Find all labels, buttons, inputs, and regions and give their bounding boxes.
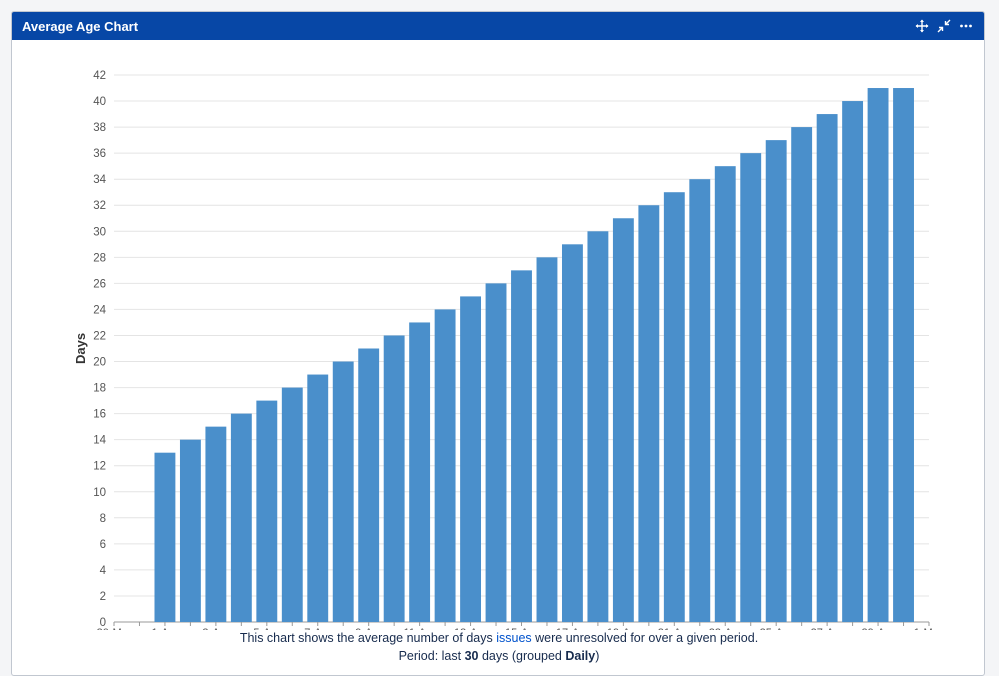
y-tick-label: 36 <box>93 148 106 160</box>
chart-period: Period: last 30 days (grouped Daily) <box>12 649 984 663</box>
x-tick-label: 9-Apr <box>355 627 382 630</box>
period-grouping: Daily <box>565 649 596 663</box>
y-tick-label: 38 <box>93 122 106 134</box>
x-tick-label: 1-May <box>914 627 945 630</box>
period-label: Period: last <box>398 649 465 663</box>
bar <box>307 374 329 622</box>
bar <box>689 179 711 622</box>
y-tick-label: 4 <box>100 565 107 577</box>
bar <box>230 413 252 622</box>
minimize-icon[interactable] <box>936 18 952 34</box>
x-tick-label: 5-Apr <box>253 627 280 630</box>
bar <box>765 140 787 622</box>
y-tick-label: 2 <box>100 591 106 603</box>
period-days: 30 <box>464 649 479 663</box>
y-tick-label: 42 <box>93 70 106 82</box>
y-axis-title: Days <box>73 333 88 364</box>
bar <box>256 400 278 622</box>
bar <box>587 231 609 623</box>
y-tick-label: 12 <box>93 461 106 473</box>
y-tick-label: 32 <box>93 200 106 212</box>
bar <box>638 205 660 622</box>
y-tick-label: 10 <box>93 487 106 499</box>
period-text: ) <box>595 649 600 663</box>
bar <box>740 153 762 622</box>
x-tick-label: 21-Apr <box>658 627 691 630</box>
bar <box>460 296 482 622</box>
chart-description: This chart shows the average number of d… <box>12 631 984 645</box>
average-age-gadget: Average Age Chart <box>11 11 985 676</box>
y-tick-label: 22 <box>93 330 106 342</box>
bar <box>842 101 864 623</box>
y-tick-label: 8 <box>100 513 106 525</box>
gadget-title-bar: Average Age Chart <box>12 12 984 40</box>
bar <box>154 452 176 622</box>
move-icon[interactable] <box>914 18 930 34</box>
bar <box>663 192 685 622</box>
y-tick-label: 18 <box>93 383 106 395</box>
x-tick-label: 17-Apr <box>556 627 589 630</box>
bar <box>561 244 583 623</box>
x-tick-label: 11-Apr <box>404 627 437 630</box>
average-age-bar-chart: 024681012141618202224262830323436384042D… <box>73 70 945 639</box>
bar <box>179 439 201 622</box>
x-tick-label: 7-Apr <box>304 627 331 630</box>
x-tick-label: 30-Mar <box>97 627 132 630</box>
period-text: days (grouped <box>478 649 566 663</box>
more-options-icon[interactable] <box>958 18 974 34</box>
x-tick-label: 23-Apr <box>709 627 742 630</box>
gadget-title: Average Age Chart <box>22 18 139 34</box>
bar <box>383 335 405 622</box>
x-tick-label: 1-Apr <box>151 627 178 630</box>
bar <box>816 114 838 623</box>
y-tick-label: 30 <box>93 226 106 238</box>
gadget-actions <box>914 18 974 34</box>
bar <box>536 257 558 622</box>
y-tick-label: 28 <box>93 252 106 264</box>
y-tick-label: 24 <box>93 304 106 316</box>
x-tick-label: 27-Apr <box>811 627 844 630</box>
y-tick-label: 0 <box>100 617 106 629</box>
x-tick-label: 15-Apr <box>505 627 538 630</box>
bar <box>511 270 532 622</box>
bar <box>434 309 456 622</box>
bar <box>714 166 736 622</box>
x-tick-label: 29-Apr <box>862 627 895 630</box>
y-tick-label: 14 <box>93 435 106 447</box>
x-tick-label: 19-Apr <box>607 627 640 630</box>
bar <box>332 361 354 622</box>
bar <box>893 88 914 623</box>
bar <box>867 88 889 623</box>
x-tick-label: 3-Apr <box>202 627 229 630</box>
bar <box>485 283 507 622</box>
bar <box>612 218 634 622</box>
x-tick-label: 13-Apr <box>454 627 487 630</box>
bar <box>791 127 813 622</box>
caption-text: This chart shows the average number of d… <box>239 631 497 645</box>
y-tick-label: 16 <box>93 409 106 421</box>
bar <box>281 387 303 622</box>
bar <box>409 322 431 622</box>
bar <box>205 426 227 622</box>
y-tick-label: 6 <box>100 539 106 551</box>
caption-text: were unresolved for over a given period. <box>531 631 759 645</box>
bar <box>358 348 380 622</box>
x-tick-label: 25-Apr <box>760 627 793 630</box>
y-tick-label: 26 <box>93 278 106 290</box>
y-tick-label: 40 <box>93 96 106 108</box>
issues-link[interactable]: issues <box>496 631 532 645</box>
y-tick-label: 20 <box>93 357 106 369</box>
chart-area: 0 2 4 6 8 10 12 14 16 18 20 22 24 26 28 30 32 34 36 38 40 42 D… <box>12 40 984 639</box>
y-tick-label: 34 <box>93 174 106 186</box>
